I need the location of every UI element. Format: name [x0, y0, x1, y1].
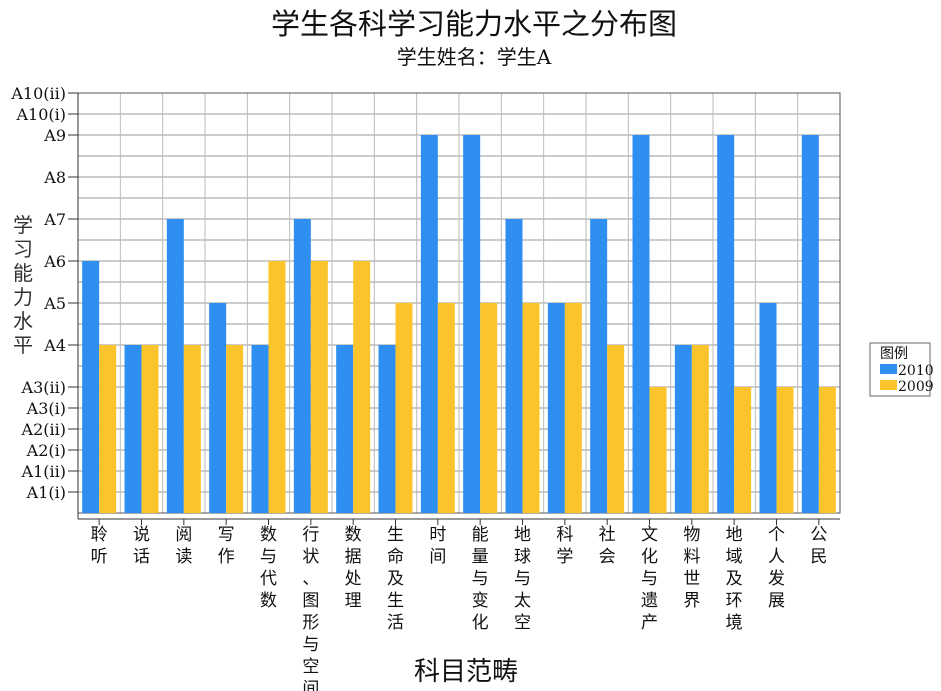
- y-tick-label: A10(ii): [10, 84, 66, 103]
- bar-2009: [564, 303, 582, 513]
- y-tick-label: A9: [43, 126, 66, 145]
- chart-subtitle: 学生姓名：学生A: [397, 45, 552, 69]
- bar-2009: [310, 261, 328, 513]
- y-tick-label: A7: [43, 210, 66, 229]
- y-tick-label: A10(i): [15, 105, 66, 124]
- y-tick-label: A3(i): [26, 399, 66, 418]
- bar-2010: [166, 219, 184, 513]
- y-tick-label: A4: [43, 336, 66, 355]
- legend-swatch-2010: [880, 364, 897, 374]
- bar-2010: [463, 135, 481, 513]
- bar-2009: [522, 303, 540, 513]
- legend-label: 2010: [898, 363, 934, 379]
- bar-2010: [717, 135, 735, 513]
- bar-2009: [99, 345, 117, 513]
- x-tick-label: 社会: [599, 525, 616, 567]
- bar-2009: [734, 387, 752, 513]
- bar-2010: [632, 135, 650, 513]
- y-tick-label: A1(i): [26, 483, 66, 502]
- bar-2010: [82, 261, 100, 513]
- x-tick-label: 数据处理: [345, 525, 362, 611]
- legend-label: 2009: [898, 379, 934, 395]
- bar-2009: [353, 261, 371, 513]
- x-tick-label: 阅读: [175, 525, 192, 567]
- x-tick-label: 能量与变化: [472, 525, 489, 633]
- x-tick-label: 说话: [133, 525, 150, 567]
- bar-2009: [268, 261, 286, 513]
- bar-2010: [759, 303, 777, 513]
- x-tick-label: 时间: [429, 525, 446, 567]
- y-tick-label: A1(ii): [21, 462, 66, 481]
- x-axis-label: 科目范畴: [414, 657, 518, 687]
- x-tick-label: 物料世界: [683, 525, 700, 611]
- bar-2010: [293, 219, 311, 513]
- y-tick-label: A2(ii): [21, 420, 66, 439]
- y-tick-label: A5: [43, 294, 66, 313]
- y-tick-label: A6: [43, 252, 66, 271]
- bar-2009: [649, 387, 667, 513]
- y-tick-label: A8: [43, 168, 66, 187]
- chart-title: 学生各科学习能力水平之分布图: [271, 7, 677, 41]
- bar-2009: [480, 303, 498, 513]
- bar-2009: [437, 303, 455, 513]
- legend-title: 图例: [880, 346, 908, 362]
- bar-2010: [251, 345, 269, 513]
- bar-2009: [395, 303, 413, 513]
- bar-2009: [607, 345, 625, 513]
- x-tick-label: 地球与太空: [514, 525, 531, 633]
- bar-2010: [124, 345, 142, 513]
- bar-2009: [818, 387, 836, 513]
- y-tick-label: A3(ii): [21, 378, 66, 397]
- legend-swatch-2009: [880, 380, 897, 390]
- y-tick-label: A2(i): [26, 441, 66, 460]
- bar-2010: [420, 135, 438, 513]
- bar-2009: [691, 345, 709, 513]
- bar-2010: [801, 135, 819, 513]
- x-tick-label: 写作: [218, 525, 235, 567]
- x-tick-label: 科学: [556, 525, 573, 567]
- x-tick-label: 地域及环境: [726, 525, 743, 633]
- x-tick-label: 行状、图形与空间: [302, 525, 319, 691]
- x-tick-label: 聆听: [91, 525, 108, 567]
- bar-2010: [378, 345, 396, 513]
- bar-2010: [336, 345, 354, 513]
- bar-2010: [590, 219, 608, 513]
- bar-2010: [505, 219, 523, 513]
- x-tick-label: 数与代数: [260, 525, 277, 611]
- bar-2009: [183, 345, 201, 513]
- bar-2009: [141, 345, 159, 513]
- bar-2010: [547, 303, 565, 513]
- bar-2009: [776, 387, 794, 513]
- y-axis-label: 学习能力水平: [13, 213, 33, 357]
- bar-2010: [674, 345, 692, 513]
- bar-2010: [209, 303, 227, 513]
- x-tick-label: 生命及生活: [387, 525, 404, 633]
- x-tick-label: 文化与遗产: [641, 525, 658, 633]
- bar-2009: [226, 345, 244, 513]
- x-tick-label: 公民: [810, 525, 827, 567]
- x-tick-label: 个人发展: [768, 525, 785, 611]
